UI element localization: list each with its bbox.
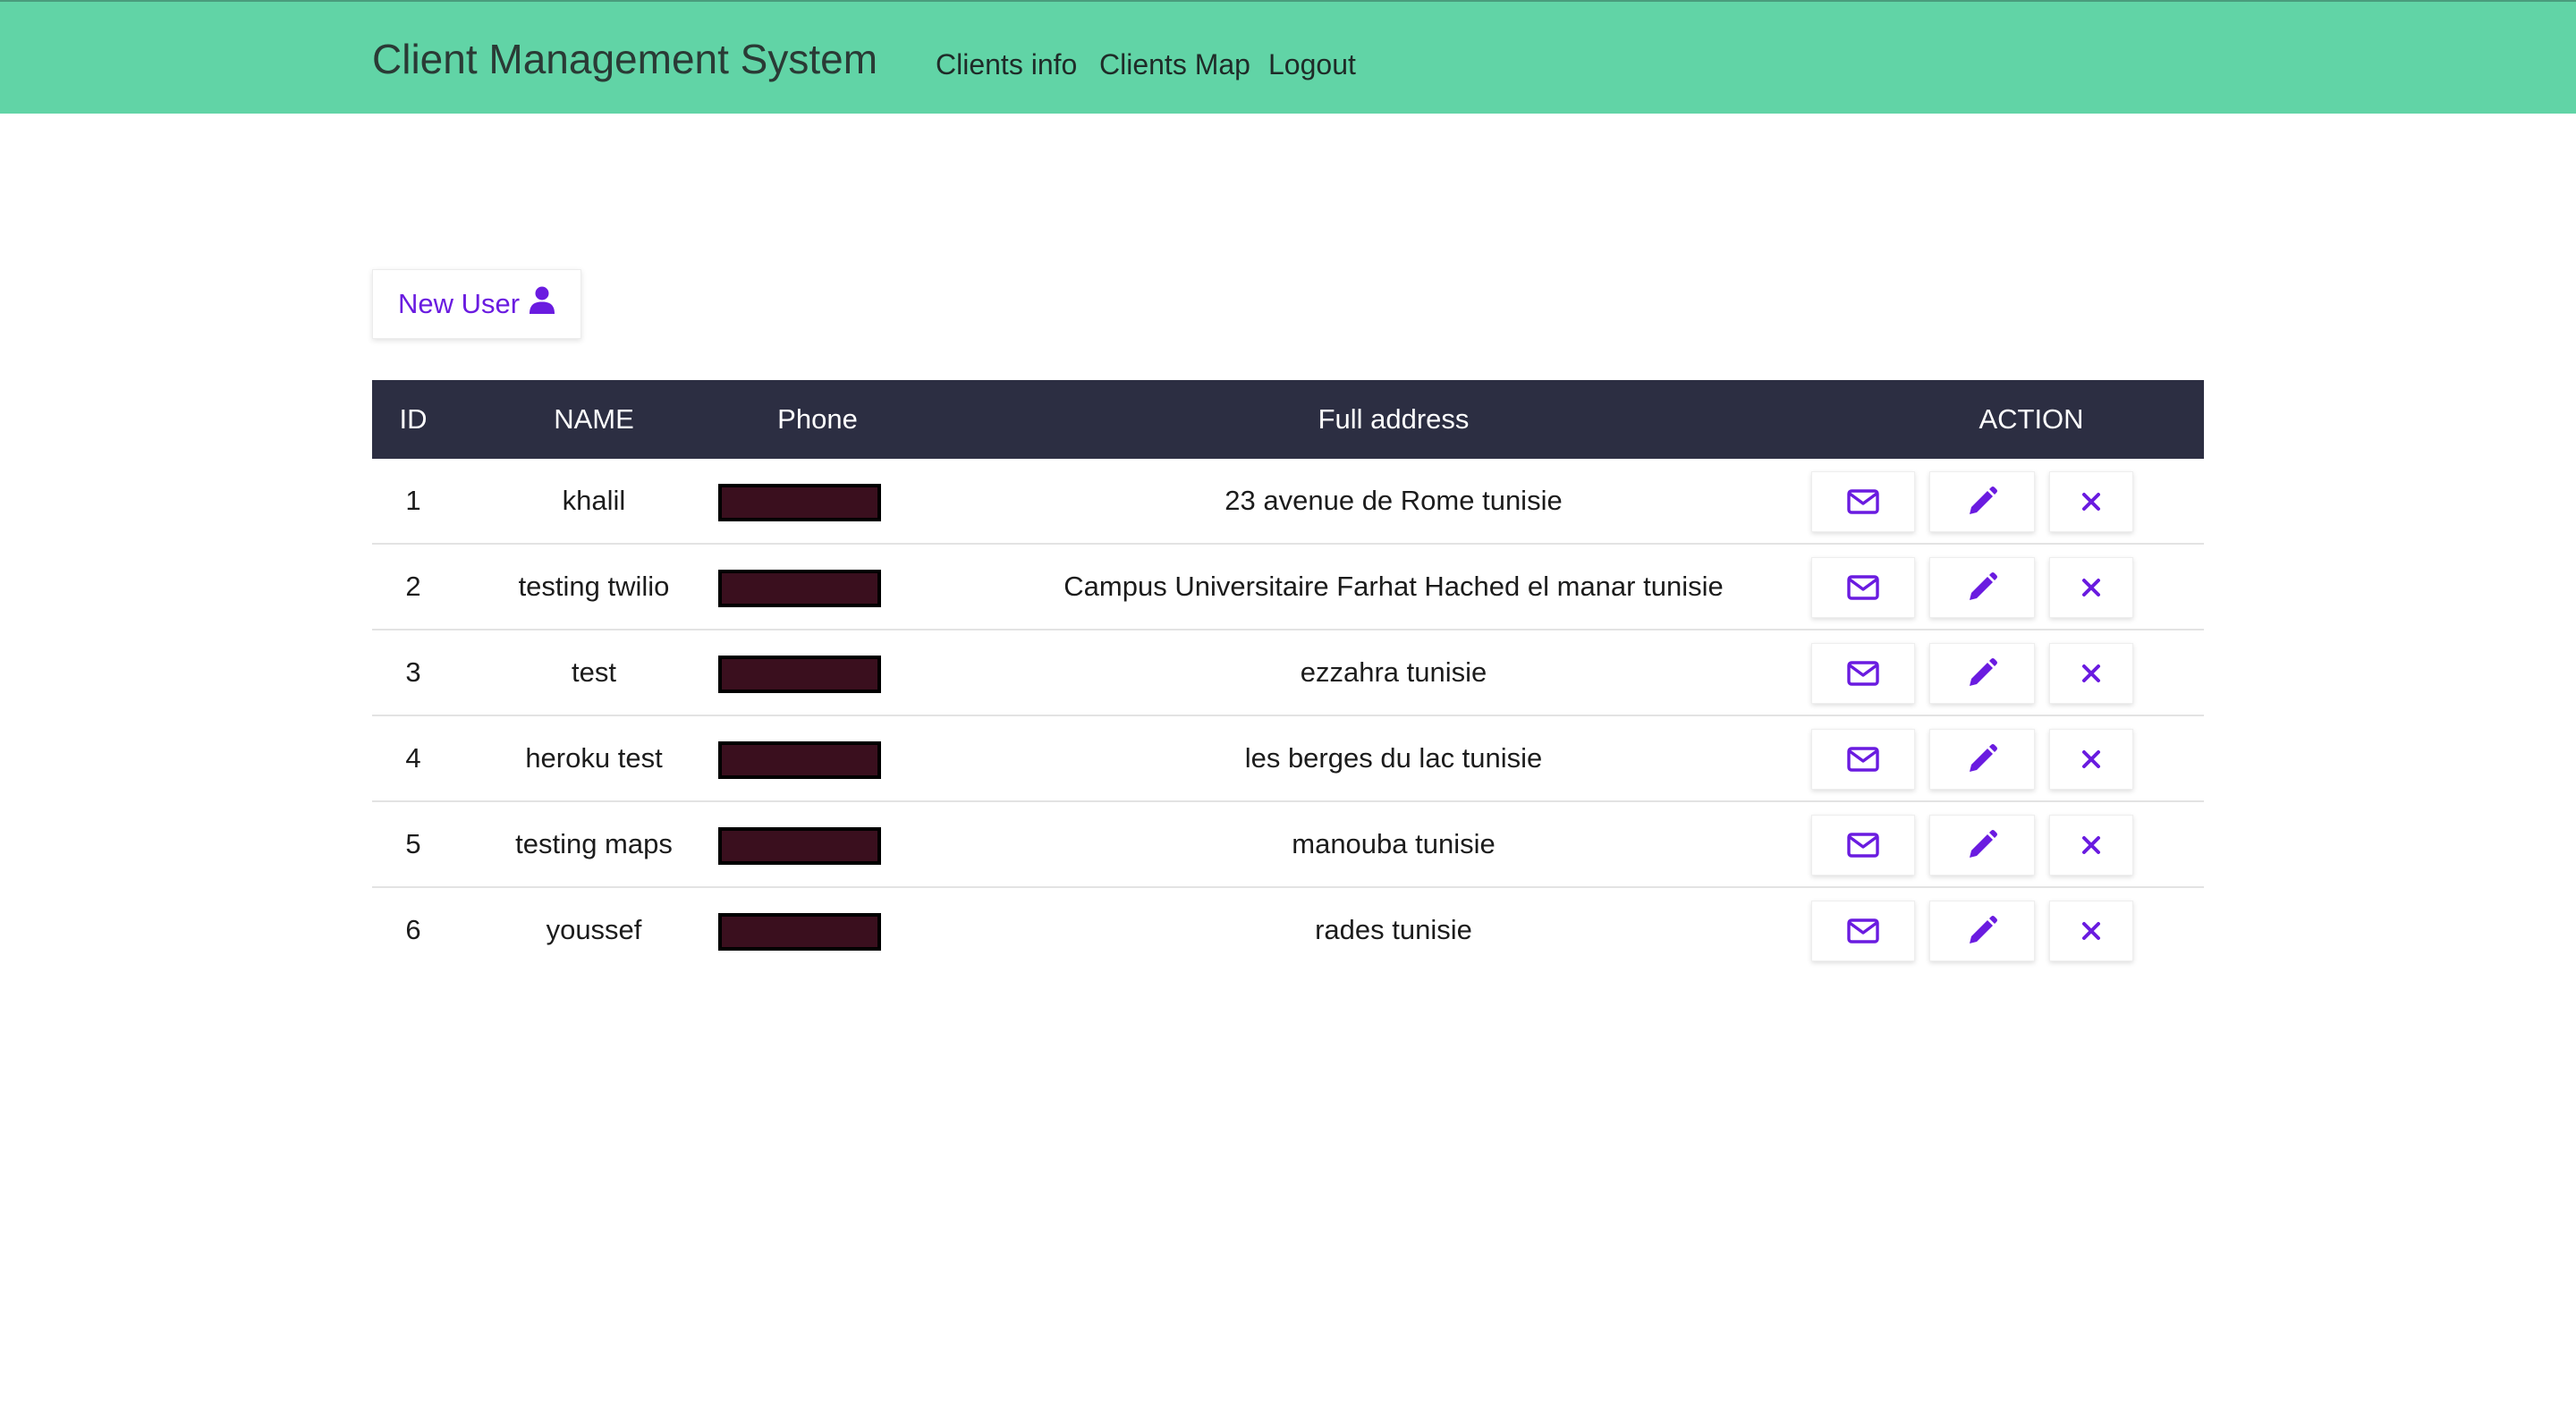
cell-name: heroku test [525,742,663,774]
envelope-icon [1847,918,1879,943]
delete-button[interactable] [2049,815,2133,876]
brand-title[interactable]: Client Management System [372,36,878,82]
cell-name: test [572,656,616,688]
table-row: 1 khalil 23 avenue de Rome tunisie [372,459,2204,545]
envelope-icon [1847,747,1879,772]
table-row: 2 testing twilio Campus Universitaire Farh… [372,545,2204,630]
send-email-button[interactable] [1811,815,1915,876]
pencil-icon [1966,657,1998,690]
header-name[interactable]: NAME [554,403,634,435]
send-email-button[interactable] [1811,643,1915,704]
nav-link-clients-map[interactable]: Clients Map [1099,48,1250,80]
cell-address: Campus Universitaire Farhat Hached el ma… [1063,571,1724,602]
new-user-label: New User [397,288,521,319]
table-body: 1 khalil 23 avenue de Rome tunisie 2 testing… [372,459,2204,974]
cell-name: testing maps [515,828,673,859]
cell-name: testing twilio [518,571,670,602]
delete-button[interactable] [2049,901,2133,961]
close-icon [2080,491,2102,512]
send-email-button[interactable] [1811,729,1915,790]
close-icon [2080,577,2102,598]
pencil-icon [1966,743,1998,775]
new-user-button[interactable]: New User [372,269,581,339]
envelope-icon [1847,489,1879,514]
cell-id: 4 [405,742,421,774]
edit-button[interactable] [1929,729,2035,790]
cell-id: 5 [405,828,421,859]
close-icon [2080,920,2102,942]
phone-redacted [718,570,881,607]
user-icon [529,286,555,322]
header-id[interactable]: ID [399,403,428,435]
edit-button[interactable] [1929,471,2035,532]
cell-id: 1 [405,485,421,516]
phone-redacted [718,827,881,865]
send-email-button[interactable] [1811,557,1915,618]
table-header: ID NAME Phone Full address ACTION [372,380,2204,459]
table-row: 3 test ezzahra tunisie [372,630,2204,716]
cell-id: 3 [405,656,421,688]
nav-link-clients-info[interactable]: Clients info [936,48,1078,80]
send-email-button[interactable] [1811,901,1915,961]
phone-redacted [718,484,881,521]
header-full-address[interactable]: Full address [1318,403,1470,435]
cell-address: rades tunisie [1315,914,1472,945]
delete-button[interactable] [2049,729,2133,790]
edit-button[interactable] [1929,901,2035,961]
send-email-button[interactable] [1811,471,1915,532]
phone-redacted [718,913,881,951]
close-icon [2080,749,2102,770]
envelope-icon [1847,833,1879,858]
table-row: 5 testing maps manouba tunisie [372,802,2204,888]
cell-name: khalil [562,485,626,516]
cell-address: 23 avenue de Rome tunisie [1224,485,1563,516]
edit-button[interactable] [1929,557,2035,618]
delete-button[interactable] [2049,471,2133,532]
nav-link-logout[interactable]: Logout [1268,48,1356,80]
cell-id: 2 [405,571,421,602]
close-icon [2080,663,2102,684]
table-row: 6 youssef rades tunisie [372,888,2204,974]
pencil-icon [1966,486,1998,518]
table-row: 4 heroku test les berges du lac tunisie [372,716,2204,802]
cell-address: les berges du lac tunisie [1244,742,1543,774]
cell-name: youssef [546,914,642,945]
phone-redacted [718,656,881,693]
pencil-icon [1966,915,1998,947]
header-phone[interactable]: Phone [777,403,858,435]
edit-button[interactable] [1929,815,2035,876]
phone-redacted [718,741,881,779]
envelope-icon [1847,661,1879,686]
cell-address: ezzahra tunisie [1300,656,1487,688]
edit-button[interactable] [1929,643,2035,704]
cell-id: 6 [405,914,421,945]
cell-address: manouba tunisie [1292,828,1496,859]
clients-table: ID NAME Phone Full address ACTION 1 khali… [372,380,2204,974]
delete-button[interactable] [2049,557,2133,618]
pencil-icon [1966,829,1998,861]
pencil-icon [1966,571,1998,604]
envelope-icon [1847,575,1879,600]
navbar: Client Management System Clients info Cl… [0,0,2576,114]
header-action: ACTION [1979,403,2084,435]
delete-button[interactable] [2049,643,2133,704]
close-icon [2080,834,2102,856]
